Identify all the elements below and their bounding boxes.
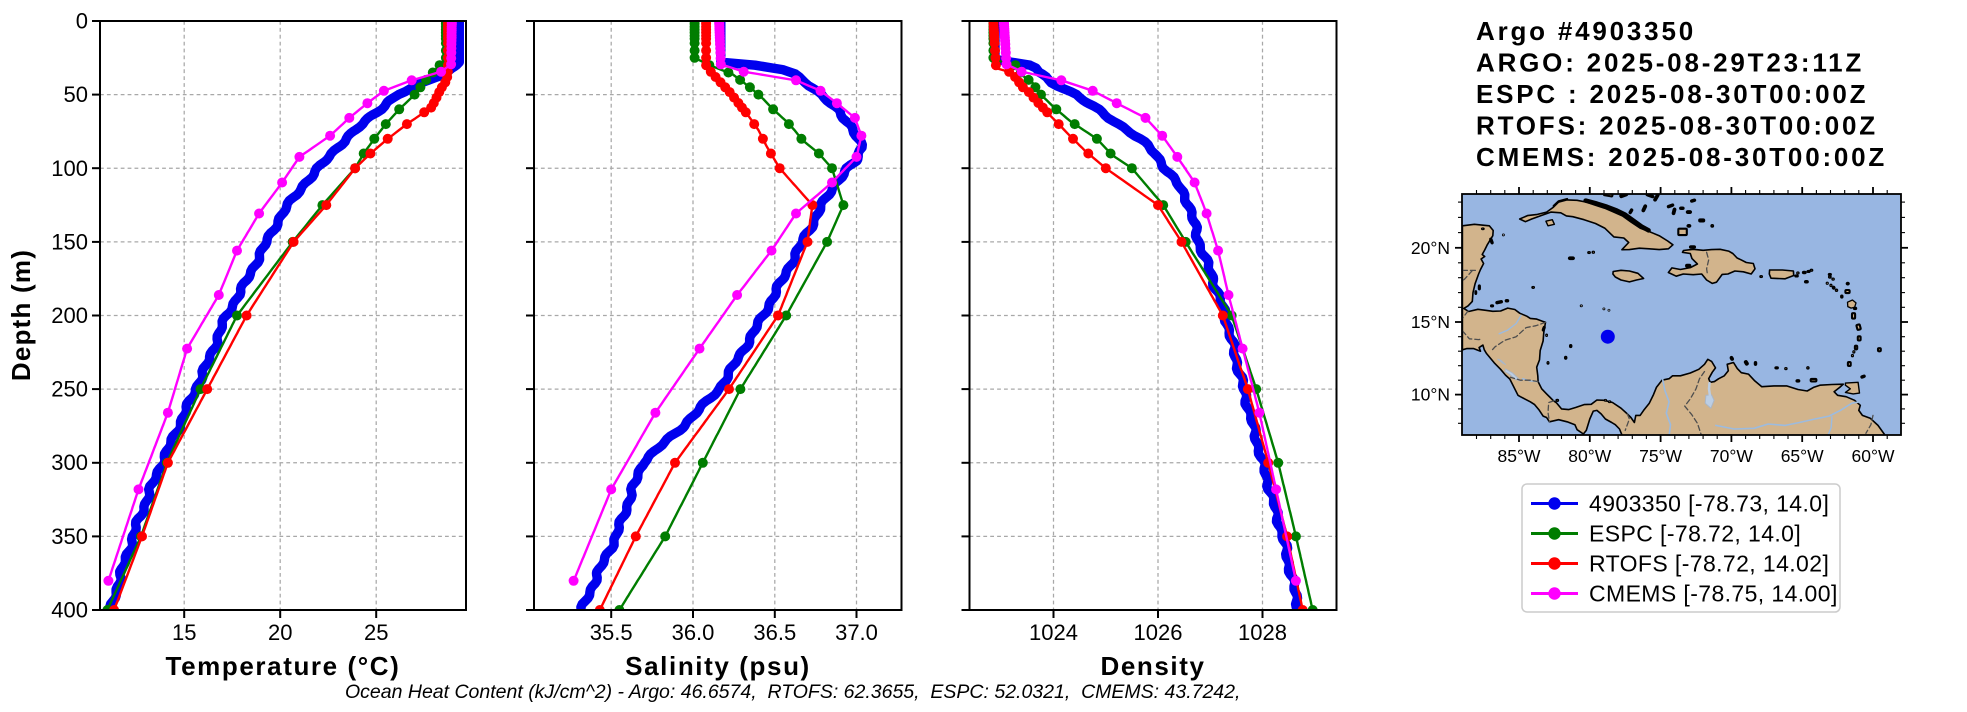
- svg-text:25: 25: [364, 620, 388, 645]
- svg-text:RTOFS [-78.72, 14.02]: RTOFS [-78.72, 14.02]: [1589, 551, 1829, 577]
- svg-text:RTOFS: 2025-08-30T00:00Z: RTOFS: 2025-08-30T00:00Z: [1476, 111, 1878, 141]
- svg-text:36.0: 36.0: [672, 620, 715, 645]
- svg-text:65°W: 65°W: [1781, 446, 1824, 466]
- svg-text:CMEMS: 2025-08-30T00:00Z: CMEMS: 2025-08-30T00:00Z: [1476, 142, 1887, 172]
- svg-text:80°W: 80°W: [1568, 446, 1611, 466]
- svg-text:50: 50: [64, 82, 88, 107]
- svg-text:4903350 [-78.73, 14.0]: 4903350 [-78.73, 14.0]: [1589, 491, 1829, 517]
- svg-text:1024: 1024: [1029, 620, 1078, 645]
- svg-text:15: 15: [172, 620, 196, 645]
- svg-text:70°W: 70°W: [1710, 446, 1753, 466]
- svg-text:36.5: 36.5: [753, 620, 796, 645]
- svg-text:350: 350: [51, 524, 88, 549]
- svg-text:60°W: 60°W: [1852, 446, 1895, 466]
- svg-text:Ocean Heat Content (kJ/cm^2) -: Ocean Heat Content (kJ/cm^2) - Argo: 46.…: [345, 681, 1240, 703]
- svg-text:ESPC [-78.72, 14.0]: ESPC [-78.72, 14.0]: [1589, 521, 1801, 547]
- svg-text:150: 150: [51, 229, 88, 254]
- svg-text:35.5: 35.5: [590, 620, 633, 645]
- svg-text:15°N: 15°N: [1411, 312, 1450, 332]
- svg-text:250: 250: [51, 377, 88, 402]
- svg-text:ESPC : 2025-08-30T00:00Z: ESPC : 2025-08-30T00:00Z: [1476, 79, 1868, 109]
- svg-text:Depth (m): Depth (m): [6, 249, 36, 381]
- svg-text:20: 20: [268, 620, 292, 645]
- svg-text:CMEMS [-78.75, 14.00]: CMEMS [-78.75, 14.00]: [1589, 581, 1838, 607]
- svg-text:1028: 1028: [1238, 620, 1287, 645]
- svg-text:300: 300: [51, 450, 88, 475]
- svg-text:75°W: 75°W: [1639, 446, 1682, 466]
- svg-text:Density: Density: [1100, 651, 1205, 681]
- svg-text:ARGO: 2025-08-29T23:11Z: ARGO: 2025-08-29T23:11Z: [1476, 48, 1864, 78]
- svg-text:37.0: 37.0: [835, 620, 878, 645]
- svg-text:200: 200: [51, 303, 88, 328]
- svg-text:Temperature (°C): Temperature (°C): [166, 651, 401, 681]
- svg-text:0: 0: [76, 9, 88, 34]
- svg-text:Argo #4903350: Argo #4903350: [1476, 16, 1696, 46]
- svg-text:20°N: 20°N: [1411, 238, 1450, 258]
- svg-text:400: 400: [51, 598, 88, 623]
- svg-text:10°N: 10°N: [1411, 385, 1450, 405]
- svg-text:85°W: 85°W: [1498, 446, 1541, 466]
- svg-text:1026: 1026: [1134, 620, 1183, 645]
- svg-text:Salinity (psu): Salinity (psu): [625, 651, 811, 681]
- svg-text:100: 100: [51, 156, 88, 181]
